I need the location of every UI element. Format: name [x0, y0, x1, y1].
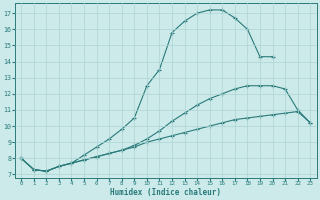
- X-axis label: Humidex (Indice chaleur): Humidex (Indice chaleur): [110, 188, 221, 197]
